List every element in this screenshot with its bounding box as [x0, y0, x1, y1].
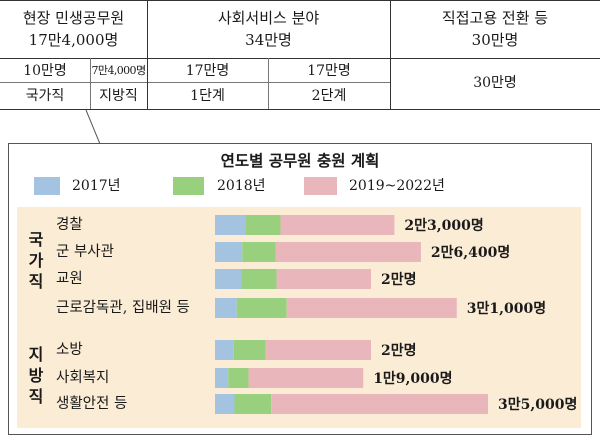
bar-total-label-row-7: 3만5,000명	[498, 396, 577, 413]
header-civil-total: 17만4,000명	[28, 31, 119, 49]
bar-segment-2019-2022-row-2	[275, 242, 421, 262]
header-direct-title: 직접고용 전환 등	[441, 9, 549, 27]
table-bottom-rule	[0, 109, 600, 110]
legend-swatch-2019-2022	[304, 177, 337, 195]
bar-segment-2018-row-6	[228, 368, 249, 388]
table-sub-divider-1	[90, 58, 91, 109]
header-social-total: 34만명	[245, 31, 292, 49]
local-label: 지방직	[99, 88, 138, 104]
legend-swatch-2018	[173, 177, 204, 195]
phase1-label: 1단계	[190, 88, 225, 104]
national-label: 국가직	[25, 88, 65, 104]
table-col-divider-1	[147, 0, 148, 109]
bar-total-label-row-6: 1만9,000명	[373, 370, 452, 387]
table-col-divider-2	[390, 0, 391, 109]
category-label-welfare: 사회복지	[56, 370, 110, 386]
bar-segment-2018-row-7	[234, 394, 272, 414]
category-label-fire: 소방	[56, 342, 83, 358]
header-direct-total: 30만명	[471, 31, 519, 49]
bar-chart-svg: 2만3,000명 2만6,400명 2만명 3만1,000명 2만명 1만9,000명 3만…	[215, 215, 577, 414]
bar-segment-2018-row-3	[241, 269, 277, 289]
callout-pointer	[85, 109, 116, 145]
category-label-safety: 생활안전 등	[56, 396, 128, 412]
category-label-teacher: 교원	[56, 271, 83, 287]
bar-total-label-row-4: 3만1,000명	[467, 300, 546, 317]
legend-label-2017: 2017년	[72, 178, 121, 194]
national-count: 10만명	[23, 63, 67, 79]
legend-label-2018: 2018년	[217, 178, 266, 194]
bar-segment-2018-row-2	[242, 242, 276, 262]
bar-segment-2019-2022-row-1	[280, 215, 395, 235]
category-label-police: 경찰	[56, 217, 83, 233]
table-header-rule	[0, 58, 600, 59]
bar-segment-2017-row-1	[215, 215, 246, 235]
bar-segment-2019-2022-row-6	[248, 368, 364, 388]
category-label-labor: 근로감독관, 집배원 등	[56, 300, 190, 316]
bar-total-label-row-3: 2만명	[381, 271, 417, 288]
header-civil-title: 현장 민생공무원	[22, 9, 125, 27]
bar-segment-2019-2022-row-7	[271, 394, 488, 414]
bar-segment-2017-row-6	[215, 368, 229, 388]
bar-segment-2018-row-4	[236, 298, 287, 318]
bar-segment-2017-row-3	[215, 269, 242, 289]
bar-segment-2018-row-1	[245, 215, 281, 235]
bar-segment-2017-row-5	[215, 340, 234, 360]
bar-segment-2017-row-2	[215, 242, 243, 262]
phase1-count: 17만명	[185, 63, 230, 79]
table-sub-divider-2	[268, 58, 269, 109]
bar-total-label-row-5: 2만명	[381, 342, 417, 359]
bar-total-label-row-1: 2만3,000명	[404, 217, 483, 234]
direct-count: 30만명	[473, 75, 517, 91]
table-top-rule	[0, 0, 600, 1]
bar-segment-2017-row-7	[215, 394, 235, 414]
bar-segment-2019-2022-row-3	[276, 269, 371, 289]
phase2-label: 2단계	[311, 88, 347, 104]
bar-segment-2019-2022-row-5	[265, 340, 371, 360]
local-count: 7만4,000명	[91, 64, 147, 77]
table-row-rule	[0, 82, 390, 83]
bar-segment-2017-row-4	[215, 298, 237, 318]
phase2-count: 17만명	[307, 63, 351, 79]
bar-segment-2019-2022-row-4	[286, 298, 457, 318]
bar-segment-2018-row-5	[233, 340, 266, 360]
header-social-title: 사회서비스 분야	[217, 9, 320, 27]
bar-total-label-row-2: 2만6,400명	[431, 244, 510, 261]
legend-label-2019-2022: 2019~2022년	[349, 178, 445, 194]
chart-title: 연도별 공무원 충원 계획	[220, 151, 380, 170]
category-label-military: 군 부사관	[56, 244, 114, 260]
legend-swatch-2017	[34, 177, 60, 195]
